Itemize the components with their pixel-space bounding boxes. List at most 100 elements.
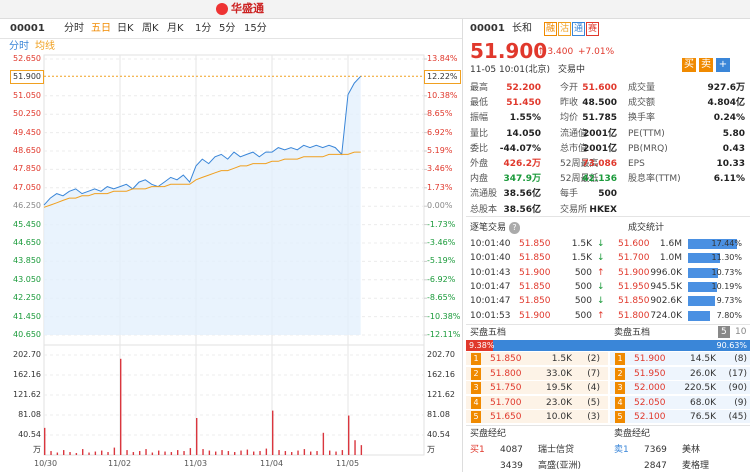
stat-label: 成交量 <box>628 83 656 93</box>
volume-bar <box>126 450 128 455</box>
volume-bar <box>284 451 287 455</box>
bid-ratio-bar <box>466 340 493 351</box>
action-button[interactable]: + <box>716 58 730 72</box>
trade-direction: ↓ <box>597 239 605 249</box>
book-count: (4) <box>587 383 600 393</box>
book-volume: 33.0K <box>546 368 572 379</box>
chart-tab[interactable]: 15分 <box>244 23 267 34</box>
volume-tick-label: 121.62 <box>13 390 41 399</box>
stat-label: 交易所 <box>560 204 588 215</box>
divider <box>466 216 750 217</box>
volume-bar <box>75 453 78 455</box>
trade-price: 51.900 <box>519 267 551 278</box>
volume-bar <box>253 451 255 455</box>
chart-tab[interactable]: 分时 <box>64 23 84 34</box>
volume-bar <box>316 451 318 455</box>
chart-tab[interactable]: 1分 <box>195 23 212 34</box>
change: ↑ 3.400 <box>537 47 574 57</box>
trade-volume: 1.5K <box>571 239 592 249</box>
stat-label: 股息率(TTM) <box>628 174 681 185</box>
volume-bar <box>259 451 261 455</box>
chart-tab[interactable]: 周K <box>142 23 159 34</box>
book-price: 52.050 <box>634 397 666 408</box>
trade-time: 10:01:40 <box>470 239 511 249</box>
trade-direction: ↑ <box>597 310 605 321</box>
stat-value: 38.56亿 <box>503 189 541 200</box>
toolbar <box>0 18 462 39</box>
book-row <box>466 381 608 394</box>
stat-value: 52.200 <box>506 83 541 93</box>
volume-bar <box>50 451 52 455</box>
volume-bar <box>291 452 293 455</box>
badge: 通 <box>572 22 586 36</box>
trade-price: 51.900 <box>519 310 551 321</box>
broker-id: 7369 <box>644 445 667 455</box>
y2-tick-label: -10.38% <box>427 311 461 321</box>
book-row <box>610 352 750 365</box>
title-bar <box>0 0 750 19</box>
chart-tab[interactable]: 月K <box>167 23 184 34</box>
share-bar <box>688 267 719 278</box>
volume-bar <box>246 449 249 455</box>
stat-label: 内盘 <box>470 174 489 185</box>
ask-ratio-bar <box>492 340 750 351</box>
action-button[interactable]: 卖 <box>699 58 713 72</box>
stat-label: 成交额 <box>628 98 656 109</box>
book-volume: 26.0K <box>690 368 716 379</box>
price-area <box>44 76 361 336</box>
series-line <box>43 151 361 208</box>
stat-label: 换手率 <box>628 113 656 124</box>
trade-price: 51.850 <box>519 281 551 292</box>
share-bar <box>688 239 737 249</box>
chart-tab[interactable]: 五日 <box>91 23 111 34</box>
book-volume: 68.0K <box>690 397 716 408</box>
trade-volume: 500 <box>574 310 592 321</box>
book-count: (5) <box>587 397 600 408</box>
volume-bar <box>145 449 147 455</box>
stat-volume: 1.6M <box>659 239 682 249</box>
broker-name: 美林 <box>682 445 701 455</box>
depth-button[interactable]: 10 <box>735 327 747 337</box>
volume-bar <box>139 451 141 455</box>
trade-volume: 500 <box>574 281 592 292</box>
stat-value: 4.804亿 <box>707 98 745 109</box>
trade-volume: 500 <box>574 296 592 307</box>
trade-direction: ↓ <box>597 253 605 264</box>
divider <box>466 324 750 325</box>
y-tick-label: 45.450 <box>13 219 41 229</box>
share-bar <box>688 253 720 264</box>
action-button[interactable]: 买 <box>682 58 696 72</box>
trade-direction: ↓ <box>597 296 605 307</box>
stat-value: 6.11% <box>713 174 745 185</box>
logo: 华盛通 <box>231 2 264 15</box>
share-label: 7.80% <box>716 310 742 320</box>
depth-button[interactable]: 5 <box>718 326 730 338</box>
book-price: 52.100 <box>634 412 666 422</box>
trade-time: 10:01:40 <box>470 253 511 264</box>
book-count: (8) <box>734 354 747 364</box>
chart-tab[interactable]: 5分 <box>219 23 236 34</box>
stat-label: 52周最高 <box>560 159 599 169</box>
section-title: 卖盘五档 <box>614 328 651 338</box>
volume-tick-label: 81.08 <box>427 410 450 419</box>
level-badge: 5 <box>615 411 625 423</box>
book-row <box>610 366 750 380</box>
broker-name: 瑞士信贷 <box>538 445 575 455</box>
volume-bar <box>227 451 230 455</box>
share-label: 17.44% <box>711 239 742 248</box>
volume-bar <box>170 452 173 455</box>
level-badge: 4 <box>615 396 625 409</box>
trade-volume: 1.5K <box>571 253 592 264</box>
level-badge: 1 <box>471 353 481 365</box>
x-tick-label: 10/30 <box>34 459 58 468</box>
book-price: 51.650 <box>490 412 522 422</box>
status: 交易中 <box>558 65 586 75</box>
price: 51.900 <box>470 39 548 63</box>
chart-tab[interactable]: 日K <box>117 23 134 34</box>
stat-value: 38.56亿 <box>503 204 541 215</box>
stat-label: 最低 <box>470 98 489 109</box>
y2-tick-label: -3.46% <box>427 238 456 247</box>
stat-value: 0.43 <box>722 143 745 154</box>
volume-bar <box>183 451 185 455</box>
book-row <box>610 410 750 423</box>
